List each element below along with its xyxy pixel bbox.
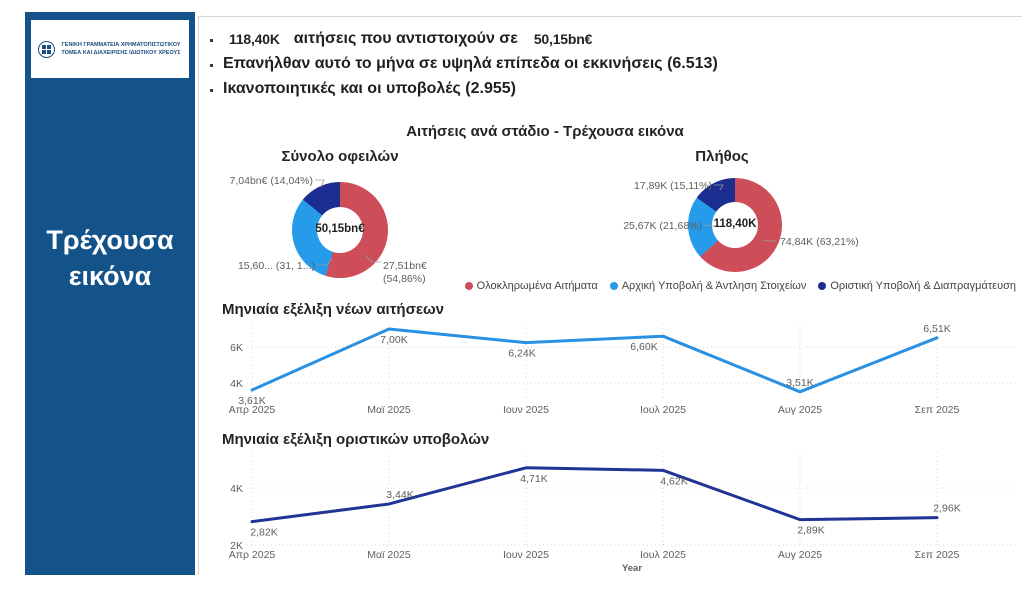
slice-label-red: 27,51bn€ (54,86%) [383, 260, 427, 286]
line-chart-new-applications[interactable]: 4K 6K Απρ 2025 Μαϊ 2025 Ιουν 2025 Ιουλ 2025 Αυ… [225, 322, 1020, 422]
slice-label-blue: 25,67K (21,68%) [623, 220, 702, 232]
svg-text:Απρ 2025: Απρ 2025 [229, 549, 276, 561]
legend-item-final-submission[interactable]: Οριστική Υποβολή & Διαπραγμάτευση [818, 280, 1016, 292]
legend-item-completed[interactable]: Ολοκληρωμένα Αιτήματα [464, 280, 598, 292]
svg-text:4,71K: 4,71K [520, 473, 547, 485]
svg-text:2,96K: 2,96K [933, 503, 960, 515]
svg-text:Ιουλ 2025: Ιουλ 2025 [640, 404, 686, 416]
applications-count-value: 118,40K [229, 31, 280, 47]
svg-text:4K: 4K [230, 378, 243, 390]
line-chart-final-submissions[interactable]: 2K 4K Απρ 2025 Μαϊ 2025 Ιουν 2025 Ιουλ 2025 Αυ… [225, 450, 1020, 580]
line-chart-1-title: Μηνιαία εξέλιξη νέων αιτήσεων [222, 301, 444, 318]
svg-text:6,24K: 6,24K [508, 348, 535, 360]
svg-text:3,44K: 3,44K [386, 489, 413, 501]
slice-label-red: 74,84K (63,21%) [780, 236, 859, 248]
summary-line-3: Ικανοποιητικές και οι υποβολές (2.955) [210, 80, 516, 98]
svg-text:6,60K: 6,60K [630, 341, 657, 353]
org-name: ΓΕΝΙΚΗ ΓΡΑΜΜΑΤΕΙΑ ΧΡΗΜΑΤΟΠΙΣΤΩΤΙΚΟΥ ΤΟΜΕ… [61, 41, 181, 56]
bullet-icon [210, 38, 213, 42]
svg-text:3,51K: 3,51K [786, 377, 813, 389]
section-title: Αιτήσεις ανά στάδιο - Τρέχουσα εικόνα [406, 123, 684, 140]
svg-text:6K: 6K [230, 342, 243, 354]
svg-text:Αυγ 2025: Αυγ 2025 [778, 404, 822, 416]
svg-text:7,00K: 7,00K [380, 334, 407, 346]
svg-text:Ιουν 2025: Ιουν 2025 [503, 404, 549, 416]
summary-line-2: Επανήλθαν αυτό το μήνα σε υψηλά επίπεδα … [210, 55, 718, 73]
legend-item-initial-submission[interactable]: Αρχική Υποβολή & Άντληση Στοιχείων [609, 280, 806, 292]
svg-text:Αυγ 2025: Αυγ 2025 [778, 549, 822, 561]
donut-chart-count: Πλήθος 118,40K 17,89K (15,11%) 25,67K (2… [612, 148, 862, 308]
bullet-icon [210, 88, 213, 92]
page-title[interactable]: Τρέχουσα εικόνα [46, 225, 174, 292]
legend-dot-blue [609, 282, 618, 290]
donut-title: Πλήθος [695, 148, 749, 165]
legend-dot-red [464, 282, 473, 290]
svg-text:Απρ 2025: Απρ 2025 [229, 404, 276, 416]
total-amount-value: 50,15bn€ [533, 31, 593, 47]
donut-center-value: 118,40K [713, 218, 757, 230]
slice-label-navy: 17,89K (15,11%) [633, 180, 712, 192]
slice-label-navy: 7,04bn€ (14,04%) [229, 175, 313, 187]
sidebar: ΓΕΝΙΚΗ ΓΡΑΜΜΑΤΕΙΑ ΧΡΗΜΑΤΟΠΙΣΤΩΤΙΚΟΥ ΤΟΜΕ… [25, 12, 195, 575]
legend-dot-navy [818, 282, 827, 290]
slice-label-blue: 15,60... (31, 1...) [237, 260, 315, 272]
svg-text:Σεπ 2025: Σεπ 2025 [915, 404, 960, 416]
canvas-border [198, 16, 1022, 575]
greek-emblem-icon [38, 40, 55, 58]
svg-text:Σεπ 2025: Σεπ 2025 [915, 549, 960, 561]
donut-chart-total-debt: Σύνολο οφειλών 50,15bn€ 7,04bn€ (14,04%)… [225, 148, 455, 308]
summary-line-1-text: αιτήσεις που αντιστοιχούν σε [293, 30, 518, 47]
svg-text:2,82K: 2,82K [250, 527, 277, 539]
svg-text:2K: 2K [230, 540, 243, 552]
svg-text:Μαϊ 2025: Μαϊ 2025 [367, 404, 411, 416]
donut-hole [712, 202, 758, 248]
legend: Ολοκληρωμένα Αιτήματα Αρχική Υποβολή & Ά… [200, 280, 1016, 292]
donut-center-value: 50,15bn€ [315, 223, 365, 235]
summary-line-1: 118,40K αιτήσεις που αντιστοιχούν σε 50,… [210, 30, 592, 48]
svg-text:4K: 4K [230, 483, 243, 495]
svg-text:Ιουν 2025: Ιουν 2025 [503, 549, 549, 561]
bullet-icon [210, 63, 213, 67]
svg-text:Μαϊ 2025: Μαϊ 2025 [367, 549, 411, 561]
org-logo-card: ΓΕΝΙΚΗ ΓΡΑΜΜΑΤΕΙΑ ΧΡΗΜΑΤΟΠΙΣΤΩΤΙΚΟΥ ΤΟΜΕ… [31, 20, 189, 78]
svg-text:Ιουλ 2025: Ιουλ 2025 [640, 549, 686, 561]
donut-title: Σύνολο οφειλών [281, 148, 399, 165]
donut-hole [317, 207, 363, 253]
line-chart-2-title: Μηνιαία εξέλιξη οριστικών υποβολών [222, 431, 490, 448]
svg-text:2,89K: 2,89K [797, 525, 824, 537]
svg-text:6,51K: 6,51K [923, 323, 950, 335]
svg-text:Year: Year [622, 563, 642, 574]
svg-text:3,61K: 3,61K [238, 395, 265, 407]
svg-text:4,62K: 4,62K [660, 475, 687, 487]
